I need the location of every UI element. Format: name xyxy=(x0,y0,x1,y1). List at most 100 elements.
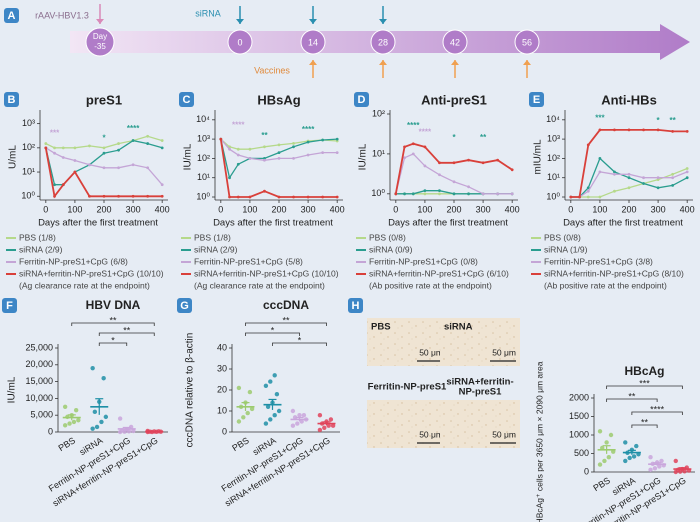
y-tick-label: 10³ xyxy=(197,133,210,143)
series-point xyxy=(73,170,77,174)
y-tick-label: 0 xyxy=(48,426,53,436)
significance-stars: ** xyxy=(282,315,290,325)
data-point xyxy=(272,373,277,378)
significance-bracket xyxy=(272,342,327,346)
panel-badge xyxy=(4,8,19,23)
series-point xyxy=(671,130,675,133)
x-tick-label: 300 xyxy=(126,204,141,214)
y-tick-label: 10² xyxy=(547,153,560,163)
day-text: -35 xyxy=(94,42,106,51)
data-point xyxy=(634,443,639,449)
x-tick-label: 100 xyxy=(417,204,432,214)
legend-label: PBS (1/8) xyxy=(19,232,56,242)
data-point xyxy=(272,413,277,418)
significance-stars: * xyxy=(111,335,115,345)
day-text: Day xyxy=(93,32,107,41)
series-point xyxy=(685,167,689,170)
data-point xyxy=(604,440,609,445)
day-circle xyxy=(514,29,540,55)
series-point xyxy=(627,176,631,180)
y-tick-label: 1000 xyxy=(569,429,589,439)
data-point xyxy=(673,458,678,464)
data-point xyxy=(249,406,255,412)
data-point xyxy=(623,458,628,464)
data-point xyxy=(103,414,109,420)
chart-title: preS1 xyxy=(86,92,122,107)
data-point xyxy=(117,416,123,421)
series-point xyxy=(411,192,415,196)
series-line xyxy=(45,147,163,186)
significance-bracket xyxy=(606,385,683,389)
data-point xyxy=(62,404,68,409)
y-tick-label: 10,000 xyxy=(25,393,53,403)
series-point xyxy=(613,189,616,193)
data-point xyxy=(659,458,664,464)
series-line xyxy=(395,153,513,195)
significance-stars: ** xyxy=(123,325,131,335)
y-axis-label: IU/mL xyxy=(183,143,194,170)
significance-stars: **** xyxy=(419,127,432,136)
series-point xyxy=(403,145,406,149)
x-tick-label: 300 xyxy=(301,204,316,214)
series-point xyxy=(228,195,231,199)
data-point xyxy=(322,425,327,430)
y-tick-label: 20 xyxy=(217,384,227,394)
day-circle xyxy=(300,29,326,55)
chart-title: HBsAg xyxy=(257,92,300,107)
significance-bracket xyxy=(631,411,683,415)
series-point xyxy=(671,176,675,180)
panel-badge xyxy=(529,92,544,107)
data-point xyxy=(247,389,253,395)
y-tick-label: 1500 xyxy=(569,411,589,421)
series-point xyxy=(131,163,135,167)
legend-label: PBS (0/8) xyxy=(369,232,406,242)
legend-note: (Ab positive rate at the endpoint) xyxy=(544,280,667,290)
series-point xyxy=(423,164,427,168)
legend-label: Ferritin-NP-preS1+CpG (0/8) xyxy=(369,256,478,266)
series-point xyxy=(481,161,485,165)
significance-stars: **** xyxy=(232,121,245,130)
series-point xyxy=(277,157,281,160)
series-point xyxy=(656,186,660,190)
data-point xyxy=(245,410,250,416)
y-tick-label: 10⁰ xyxy=(371,188,385,198)
data-point xyxy=(263,383,269,388)
legend-label: Ferritin-NP-preS1+CpG (3/8) xyxy=(544,256,653,266)
image-label: siRNA xyxy=(444,322,473,333)
x-tick-label: 400 xyxy=(330,204,345,214)
y-tick-label: 5,000 xyxy=(30,410,53,420)
series-point xyxy=(496,192,500,196)
chart-title: Anti-HBs xyxy=(601,92,657,107)
data-point xyxy=(290,408,296,414)
series-point xyxy=(321,151,325,155)
panel-letter: B xyxy=(8,94,16,106)
series-point xyxy=(671,172,675,176)
y-tick-label: 500 xyxy=(574,448,589,458)
panel-letter: A xyxy=(8,10,16,22)
series-point xyxy=(496,158,500,162)
arrow-head xyxy=(96,19,104,24)
image-label: siRNA+ferritin- xyxy=(446,377,513,388)
significance-stars: *** xyxy=(639,378,650,388)
series-line xyxy=(44,147,163,199)
y-axis-label: U/mL xyxy=(8,145,19,169)
panel-letter: G xyxy=(180,300,189,312)
legend-note: (Ag clearance rate at the endpoint) xyxy=(194,280,325,290)
series-point xyxy=(53,146,56,150)
series-point xyxy=(335,137,339,141)
series-point xyxy=(131,139,135,142)
series-point xyxy=(146,194,150,198)
y-tick-label: 25,000 xyxy=(25,342,53,352)
y-tick-label: 0 xyxy=(584,466,589,476)
data-point xyxy=(263,421,269,426)
arrow-head xyxy=(523,60,531,65)
significance-stars: *** xyxy=(50,128,60,137)
series-point xyxy=(394,192,398,196)
day-circle xyxy=(227,29,253,55)
series-point xyxy=(452,161,456,165)
series-point xyxy=(160,139,164,142)
significance-stars: *** xyxy=(595,113,605,122)
series-point xyxy=(598,157,602,160)
series-line xyxy=(394,142,513,194)
